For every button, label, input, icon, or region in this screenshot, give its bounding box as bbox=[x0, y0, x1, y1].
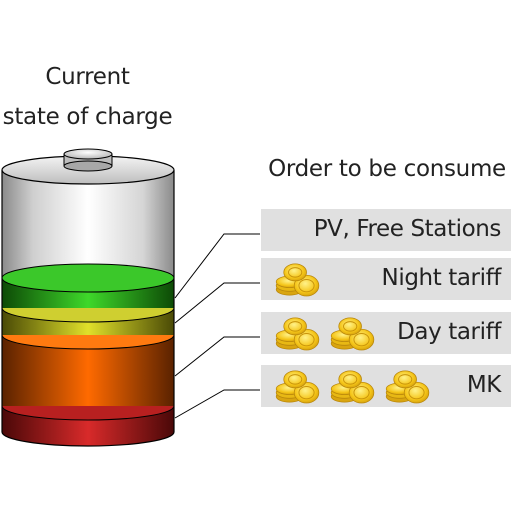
tier-label: Day tariff bbox=[397, 319, 501, 345]
tier-label: MK bbox=[466, 372, 502, 398]
battery-icon bbox=[1, 148, 175, 447]
tier-label: Night tariff bbox=[381, 265, 502, 291]
leader-line-mk bbox=[174, 389, 260, 419]
battery-title-line-2: state of charge bbox=[2, 104, 173, 130]
tier-pv-free-stations: PV, Free Stations bbox=[261, 209, 511, 251]
tier-mk: MK bbox=[261, 365, 511, 407]
charge-band-pv-free bbox=[1, 263, 175, 308]
coin-stack-icon bbox=[275, 317, 320, 351]
battery-terminal bbox=[63, 148, 113, 172]
tier-day-tariff: Day tariff bbox=[261, 312, 511, 354]
leader-line-day-tariff bbox=[174, 336, 260, 377]
coin-stack-icon bbox=[330, 370, 375, 404]
order-heading: Order to be consume bbox=[268, 156, 506, 182]
leader-line-pv-free bbox=[174, 233, 260, 299]
tier-night-tariff: Night tariff bbox=[261, 258, 511, 300]
battery-title-line-1: Current bbox=[45, 64, 130, 90]
coin-stack-icon bbox=[330, 317, 375, 351]
coin-stack-icon bbox=[385, 370, 430, 404]
leader-lines bbox=[174, 233, 260, 419]
tier-label: PV, Free Stations bbox=[313, 216, 502, 242]
leader-line-night-tariff bbox=[174, 282, 260, 324]
coin-stack-icon bbox=[275, 370, 320, 404]
battery-outline bbox=[1, 170, 175, 447]
coin-stack-icon bbox=[275, 263, 320, 297]
